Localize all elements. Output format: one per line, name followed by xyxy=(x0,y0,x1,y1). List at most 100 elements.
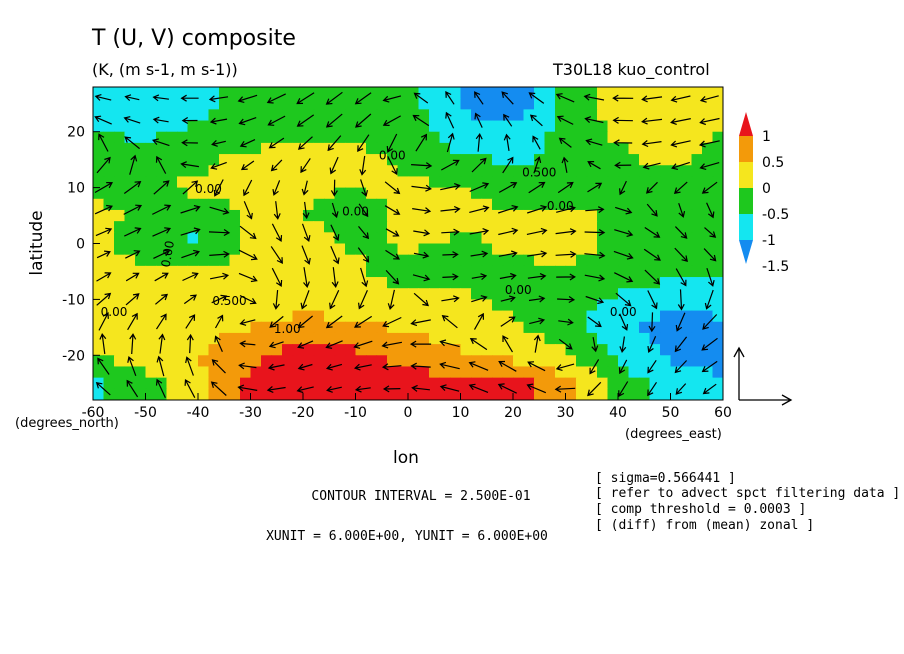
heatmap-cell xyxy=(345,332,357,345)
heatmap-cell xyxy=(313,299,325,312)
heatmap-cell xyxy=(166,142,178,155)
heatmap-cell xyxy=(324,277,336,289)
heatmap-cell xyxy=(450,187,462,200)
heatmap-cell xyxy=(607,310,619,323)
y-tick-label: 0 xyxy=(76,237,85,253)
heatmap-cell xyxy=(376,355,388,368)
heatmap-cell xyxy=(523,198,535,211)
heatmap-cell xyxy=(156,209,168,222)
heatmap-cell xyxy=(177,120,189,133)
heatmap-cell xyxy=(670,310,682,323)
heatmap-cell xyxy=(292,277,304,289)
heatmap-cell xyxy=(93,254,105,267)
heatmap-cell xyxy=(145,377,157,390)
heatmap-cell xyxy=(597,142,609,155)
heatmap-cell xyxy=(135,265,147,278)
heatmap-cell xyxy=(166,154,178,166)
wind-vector xyxy=(529,114,543,127)
heatmap-cell xyxy=(229,344,241,356)
wind-vector xyxy=(269,315,284,328)
heatmap-cell xyxy=(397,254,409,267)
heatmap-cell xyxy=(502,232,514,245)
wind-vector xyxy=(591,336,599,353)
heatmap-cell xyxy=(156,176,168,189)
heatmap-cell xyxy=(387,265,399,278)
heatmap-cell xyxy=(450,142,462,155)
heatmap-cell xyxy=(145,277,157,289)
heatmap-cell xyxy=(450,176,462,189)
wind-vector xyxy=(441,295,460,303)
heatmap-cell xyxy=(345,366,357,379)
heatmap-cell xyxy=(597,277,609,289)
heatmap-cell xyxy=(534,299,546,312)
heatmap-cell xyxy=(586,299,598,312)
wind-vector xyxy=(618,381,629,398)
heatmap-cell xyxy=(156,198,168,211)
heatmap-cell xyxy=(555,198,567,211)
heatmap-cell xyxy=(177,176,189,189)
wind-vector xyxy=(500,316,516,327)
heatmap-cell xyxy=(177,154,189,166)
heatmap-cell xyxy=(103,243,115,256)
heatmap-cell xyxy=(544,187,556,200)
heatmap-cell xyxy=(649,165,661,178)
heatmap-cell xyxy=(576,277,588,289)
heatmap-cell xyxy=(586,142,598,155)
heatmap-cell xyxy=(135,232,147,245)
wind-vector xyxy=(415,133,428,152)
wind-vector xyxy=(498,182,518,193)
heatmap-cell xyxy=(324,366,336,379)
heatmap-cell xyxy=(460,131,472,144)
wind-vector xyxy=(381,363,402,371)
wind-vector xyxy=(208,229,231,237)
heatmap-cell xyxy=(93,321,105,334)
wind-vector xyxy=(555,250,577,258)
heatmap-cell xyxy=(135,310,147,323)
heatmap-cell xyxy=(660,221,672,233)
heatmap-cell xyxy=(366,265,378,278)
heatmap-cell xyxy=(208,254,220,267)
wind-vector xyxy=(329,290,340,310)
heatmap-cell xyxy=(145,254,157,267)
wind-vector xyxy=(127,356,137,377)
heatmap-cell xyxy=(334,277,346,289)
wind-vector xyxy=(702,383,717,395)
heatmap-cell xyxy=(334,377,346,390)
x-tick-label: -10 xyxy=(344,405,367,421)
heatmap-cell xyxy=(345,165,357,178)
wind-vector xyxy=(643,248,661,261)
heatmap-cell xyxy=(439,154,451,166)
heatmap-cell xyxy=(166,388,178,400)
colorbar-label: -1 xyxy=(762,233,776,249)
x-tick-label: 20 xyxy=(504,405,522,421)
heatmap-cell xyxy=(208,198,220,211)
heatmap-cell xyxy=(282,209,294,222)
heatmap-cell xyxy=(135,344,147,356)
wind-vector xyxy=(613,250,634,260)
heatmap-cell xyxy=(219,120,231,133)
heatmap-cell xyxy=(313,310,325,323)
heatmap-cell xyxy=(187,288,199,300)
heatmap-cell xyxy=(639,176,651,189)
heatmap-cell xyxy=(555,355,567,368)
heatmap-cell xyxy=(376,332,388,345)
heatmap-cell xyxy=(439,254,451,267)
heatmap-cell xyxy=(555,209,567,222)
colorbar: 10.50-0.5-1-1.5 xyxy=(739,112,789,275)
heatmap-cell xyxy=(355,355,367,368)
heatmap-cell xyxy=(93,198,105,211)
heatmap-cell xyxy=(250,310,262,323)
heatmap-cell xyxy=(429,310,441,323)
wind-vector xyxy=(583,93,605,101)
heatmap-cell xyxy=(282,98,294,110)
heatmap-cell xyxy=(324,388,336,400)
heatmap-cell xyxy=(555,131,567,144)
heatmap-cell xyxy=(544,254,556,267)
heatmap-cell xyxy=(124,87,136,99)
heatmap-cell xyxy=(460,243,472,256)
heatmap-cell xyxy=(334,209,346,222)
heatmap-cell xyxy=(649,142,661,155)
wind-vector xyxy=(646,203,658,217)
wind-vector xyxy=(384,181,401,195)
